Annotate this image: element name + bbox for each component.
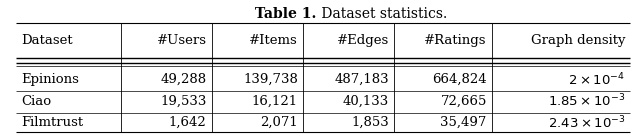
Text: 19,533: 19,533 <box>160 95 207 108</box>
Text: 72,665: 72,665 <box>440 95 487 108</box>
Text: $2.43 \times 10^{-3}$: $2.43 \times 10^{-3}$ <box>548 114 625 131</box>
Text: 2,071: 2,071 <box>260 116 298 129</box>
Text: Filmtrust: Filmtrust <box>21 116 83 129</box>
Text: Dataset: Dataset <box>21 34 73 47</box>
Text: #Edges: #Edges <box>337 34 389 47</box>
Text: #Items: #Items <box>249 34 298 47</box>
Text: #Ratings: #Ratings <box>424 34 487 47</box>
Text: 139,738: 139,738 <box>243 73 298 86</box>
Text: #Users: #Users <box>157 34 207 47</box>
Text: Table 1.: Table 1. <box>255 7 317 21</box>
Text: 49,288: 49,288 <box>161 73 207 86</box>
Text: Dataset statistics.: Dataset statistics. <box>317 7 448 21</box>
Text: Ciao: Ciao <box>21 95 51 108</box>
Text: Epinions: Epinions <box>21 73 79 86</box>
Text: 40,133: 40,133 <box>343 95 389 108</box>
Text: 487,183: 487,183 <box>334 73 389 86</box>
Text: $1.85 \times 10^{-3}$: $1.85 \times 10^{-3}$ <box>548 93 625 109</box>
Text: 35,497: 35,497 <box>440 116 487 129</box>
Text: $2 \times 10^{-4}$: $2 \times 10^{-4}$ <box>568 71 625 88</box>
Text: 1,642: 1,642 <box>169 116 207 129</box>
Text: 664,824: 664,824 <box>432 73 487 86</box>
Text: 16,121: 16,121 <box>252 95 298 108</box>
Text: 1,853: 1,853 <box>351 116 389 129</box>
Text: Graph density: Graph density <box>531 34 625 47</box>
